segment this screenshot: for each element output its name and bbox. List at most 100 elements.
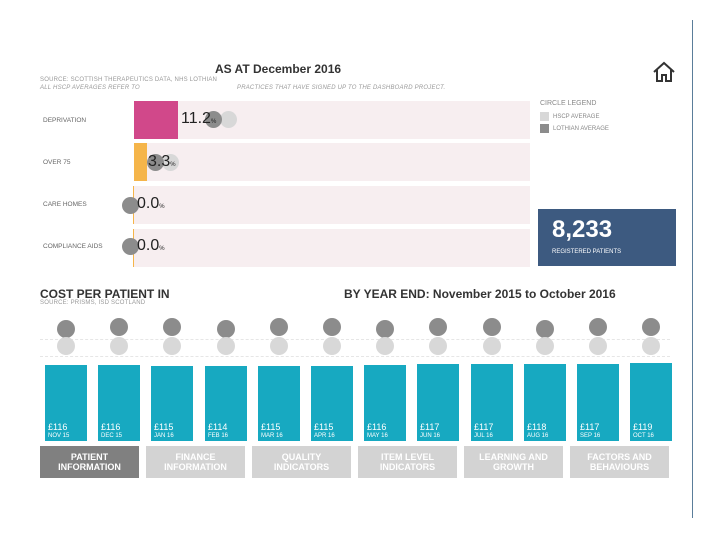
metric-unit: % xyxy=(170,162,176,168)
cost-bar[interactable] xyxy=(258,366,300,441)
cost-bar[interactable] xyxy=(45,365,87,441)
hscp-average-marker xyxy=(162,154,179,171)
metric-unit: % xyxy=(210,119,217,125)
hscp-average-marker xyxy=(376,337,394,355)
cost-bar-month: OCT 16 xyxy=(633,433,654,439)
metric-value: 0.0 xyxy=(137,195,160,212)
source-note: SOURCE: SCOTTISH THERAPEUTICS DATA, NHS … xyxy=(40,77,218,83)
cost-bar-value: £117 xyxy=(580,422,600,432)
hscp-average-marker xyxy=(110,337,128,355)
metric-unit: % xyxy=(159,204,165,210)
tab-label-line2: INDICATORS xyxy=(379,462,436,472)
tab-quality[interactable]: QUALITY INDICATORS xyxy=(252,446,351,478)
lothian-average-marker xyxy=(163,318,181,336)
cost-bar-month: JAN 16 xyxy=(154,433,174,439)
cost-bar-month: JUL 16 xyxy=(474,433,493,439)
hscp-average-marker xyxy=(57,337,75,355)
tab-label-line1: QUALITY xyxy=(281,452,322,462)
cost-title: COST PER PATIENT IN xyxy=(40,287,170,301)
hscp-average-marker xyxy=(323,337,341,355)
lothian-average-marker xyxy=(217,320,235,338)
lothian-average-marker xyxy=(57,320,75,338)
home-icon[interactable] xyxy=(652,61,676,83)
lothian-average-marker xyxy=(589,318,607,336)
hscp-average-marker xyxy=(642,337,660,355)
hscp-average-marker xyxy=(220,111,237,128)
gridline xyxy=(40,339,670,340)
cost-bar[interactable] xyxy=(417,364,459,441)
tab-label-line1: PATIENT xyxy=(70,452,109,462)
cost-bar[interactable] xyxy=(471,364,513,441)
cost-bar-value: £118 xyxy=(527,422,547,432)
registered-patients-count: 8,233 xyxy=(552,216,613,243)
cost-bar[interactable] xyxy=(364,365,406,441)
metric-label: COMPLIANCE AIDS xyxy=(43,243,103,250)
circle-legend-title: CIRCLE LEGEND xyxy=(540,100,597,107)
metric-value: 11.2 xyxy=(181,110,211,127)
lothian-average-marker xyxy=(429,318,447,336)
lothian-average-marker xyxy=(122,197,139,214)
tab-label-line1: FINANCE xyxy=(175,452,216,462)
metric-unit: % xyxy=(159,246,165,252)
cost-bar[interactable] xyxy=(577,364,619,441)
hscp-average-marker xyxy=(536,337,554,355)
tab-label-line2: GROWTH xyxy=(493,462,534,472)
lothian-average-marker xyxy=(376,320,394,338)
averages-note-part1: ALL HSCP AVERAGES REFER TO xyxy=(40,85,140,91)
cost-bar[interactable] xyxy=(524,364,566,441)
lothian-average-marker xyxy=(483,318,501,336)
lothian-average-marker xyxy=(536,320,554,338)
tab-label-line2: INFORMATION xyxy=(58,462,121,472)
cost-bar-value: £116 xyxy=(367,422,387,432)
tab-label-line1: FACTORS AND xyxy=(587,452,652,462)
cost-bar[interactable] xyxy=(311,366,353,441)
cost-bar[interactable] xyxy=(98,365,140,441)
metric-track xyxy=(134,143,530,181)
tab-label-line1: ITEM LEVEL xyxy=(380,452,434,462)
cost-bar-value: £116 xyxy=(48,422,68,432)
cost-bar-month: AUG 16 xyxy=(527,433,549,439)
lothian-average-marker xyxy=(270,318,288,336)
legend-swatch-hscp xyxy=(540,112,549,121)
cost-bar-value: £117 xyxy=(474,422,494,432)
metric-track xyxy=(134,229,530,267)
gridline xyxy=(40,356,670,357)
tab-label-line2: BEHAVIOURS xyxy=(589,462,650,472)
lothian-average-marker xyxy=(642,318,660,336)
legend-label-lothian: LOTHIAN AVERAGE xyxy=(553,126,609,132)
tab-finance[interactable]: FINANCE INFORMATION xyxy=(146,446,245,478)
cost-bar-month: FEB 16 xyxy=(208,433,229,439)
hscp-average-marker xyxy=(429,337,447,355)
cost-source-note: SOURCE: PRISMS, ISD SCOTLAND xyxy=(40,300,146,306)
tab-item-level[interactable]: ITEM LEVEL INDICATORS xyxy=(358,446,457,478)
right-divider-line xyxy=(692,20,693,518)
lothian-average-marker xyxy=(110,318,128,336)
legend-swatch-lothian xyxy=(540,124,549,133)
cost-bar-value: £116 xyxy=(101,422,121,432)
hscp-average-marker xyxy=(589,337,607,355)
registered-patients-label: REGISTERED PATIENTS xyxy=(552,249,622,255)
cost-bar[interactable] xyxy=(205,366,247,441)
cost-bar-value: £117 xyxy=(420,422,440,432)
cost-bar-value: £115 xyxy=(314,422,334,432)
metric-value: 3.3 xyxy=(148,153,171,170)
cost-bar-month: JUN 16 xyxy=(420,433,441,439)
tab-learning-and[interactable]: LEARNING AND GROWTH xyxy=(464,446,563,478)
cost-bar-month: NOV 15 xyxy=(48,433,70,439)
hscp-average-marker xyxy=(270,337,288,355)
tab-factors-and[interactable]: FACTORS AND BEHAVIOURS xyxy=(570,446,669,478)
metric-label: DEPRIVATION xyxy=(43,117,87,124)
metric-value: 0.0 xyxy=(137,237,160,254)
metric-track xyxy=(134,101,530,139)
registered-patients-card: 8,233 REGISTERED PATIENTS xyxy=(538,209,676,266)
metric-track xyxy=(134,186,530,224)
cost-bar[interactable] xyxy=(630,363,672,441)
lothian-average-marker xyxy=(147,154,164,171)
legend-label-hscp: HSCP AVERAGE xyxy=(553,114,600,120)
cost-bar[interactable] xyxy=(151,366,193,441)
lothian-average-marker xyxy=(122,238,139,255)
averages-note-part2: PRACTICES THAT HAVE SIGNED UP TO THE DAS… xyxy=(237,85,446,91)
lothian-average-marker xyxy=(323,318,341,336)
hscp-average-marker xyxy=(217,337,235,355)
tab-patient[interactable]: PATIENT INFORMATION xyxy=(40,446,139,478)
